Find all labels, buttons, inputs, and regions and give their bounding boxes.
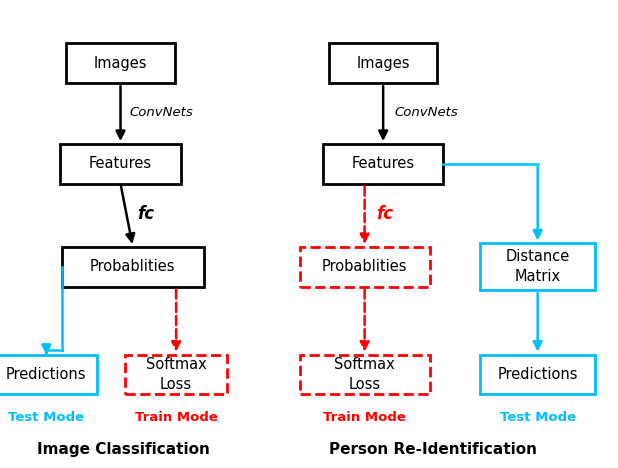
FancyBboxPatch shape [61,144,180,183]
Text: Distance
Matrix: Distance Matrix [506,249,570,284]
Text: ConvNets: ConvNets [394,106,458,119]
Text: Image Classification: Image Classification [37,442,210,457]
FancyBboxPatch shape [481,243,595,290]
FancyBboxPatch shape [67,43,174,83]
Text: Test Mode: Test Mode [499,411,576,424]
Text: Predictions: Predictions [6,367,87,382]
FancyBboxPatch shape [0,355,98,394]
Text: Probablities: Probablities [322,259,407,274]
Text: fc: fc [137,205,154,223]
Text: Softmax
Loss: Softmax Loss [146,357,206,392]
Text: Probablities: Probablities [90,259,176,274]
Text: ConvNets: ConvNets [130,106,193,119]
Text: Features: Features [352,156,415,171]
Text: Train Mode: Train Mode [135,411,218,424]
Text: Features: Features [89,156,152,171]
FancyBboxPatch shape [323,144,444,183]
Text: Softmax
Loss: Softmax Loss [334,357,395,392]
FancyBboxPatch shape [329,43,438,83]
Text: Person Re-Identification: Person Re-Identification [329,442,536,457]
FancyBboxPatch shape [300,247,430,286]
FancyBboxPatch shape [481,355,595,394]
Text: Predictions: Predictions [497,367,578,382]
FancyBboxPatch shape [62,247,204,286]
Text: Images: Images [357,56,410,71]
Text: fc: fc [376,205,393,223]
Text: Test Mode: Test Mode [8,411,85,424]
Text: Train Mode: Train Mode [323,411,406,424]
FancyBboxPatch shape [300,355,430,394]
FancyBboxPatch shape [125,355,227,394]
Text: Images: Images [94,56,147,71]
